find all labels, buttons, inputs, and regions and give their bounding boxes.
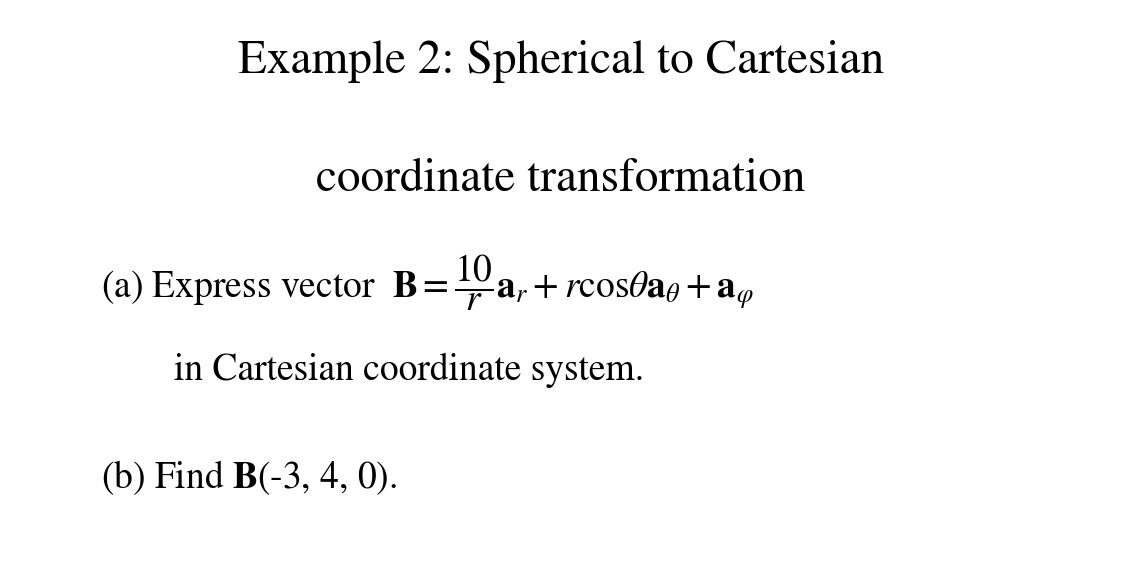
Text: Example 2: Spherical to Cartesian: Example 2: Spherical to Cartesian — [238, 40, 884, 82]
Text: (b) Find $\mathbf{B}$(-3, 4, 0).: (b) Find $\mathbf{B}$(-3, 4, 0). — [101, 458, 397, 497]
Text: in Cartesian coordinate system.: in Cartesian coordinate system. — [174, 353, 644, 388]
Text: (a) Express vector  $\mathbf{B} = \dfrac{10}{r}\mathbf{a}_{r} + r\mathrm{cos}\th: (a) Express vector $\mathbf{B} = \dfrac{… — [101, 252, 754, 313]
Text: coordinate transformation: coordinate transformation — [316, 158, 806, 201]
